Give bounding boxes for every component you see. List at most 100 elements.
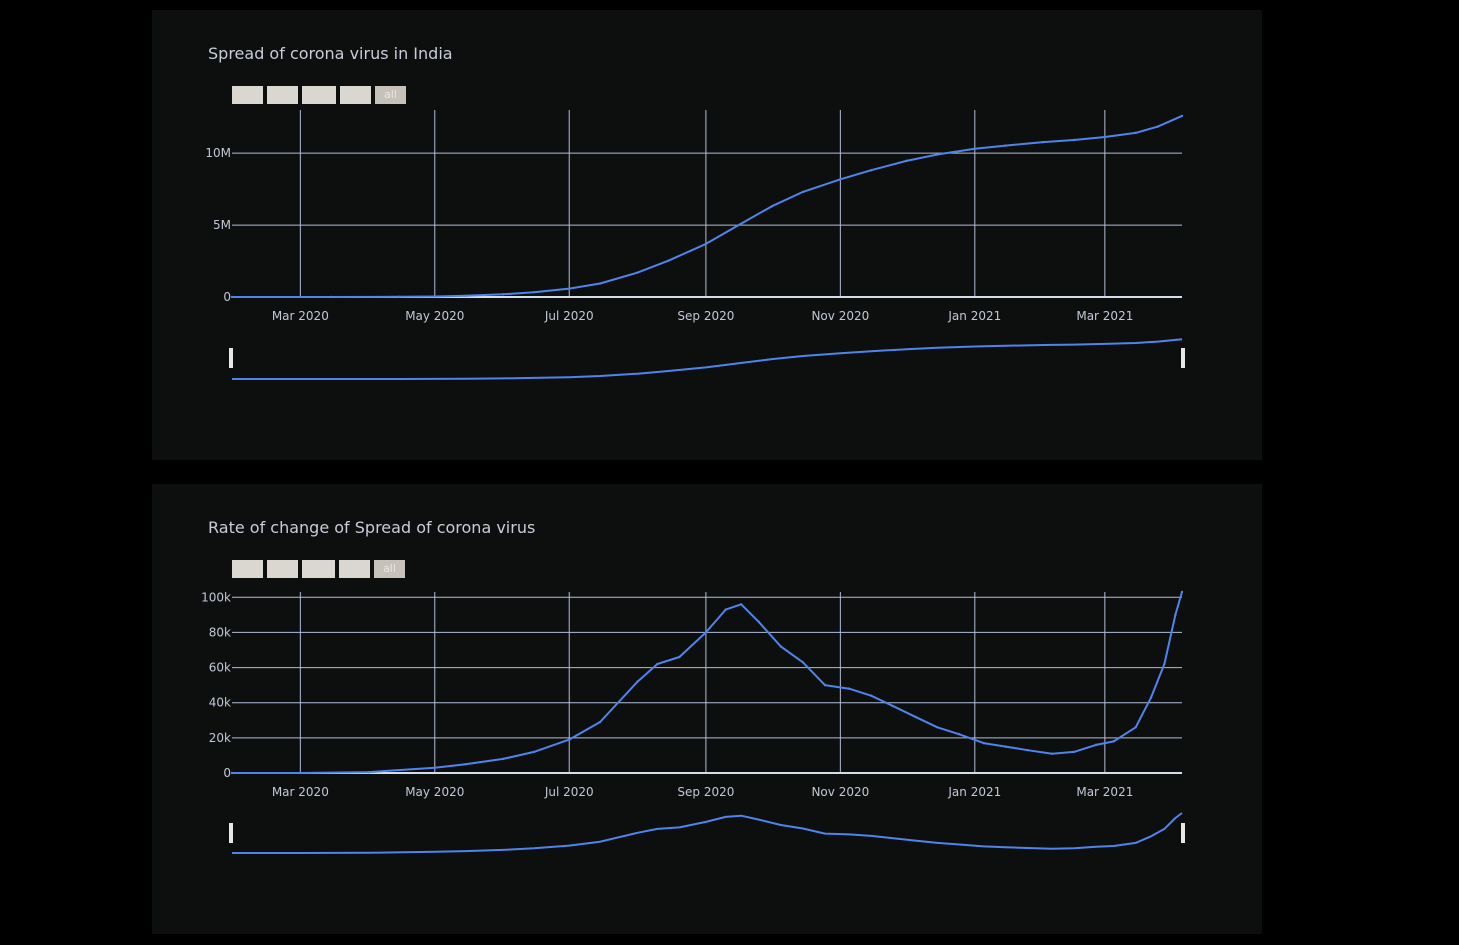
daily-cases-chart: Mar 2020 May 2020 Jul 2020 Sep 2020 Nov 2020… [201, 590, 1185, 854]
rangeslider-series-line [232, 338, 1183, 380]
data-point [501, 293, 505, 296]
rangeslider-left-handle[interactable] [229, 348, 233, 368]
data-point [936, 726, 939, 729]
x-tick-label: Jul 2020 [544, 309, 594, 323]
y-tick-label: 100k [201, 590, 231, 604]
data-point [1050, 752, 1054, 755]
data-point [464, 763, 467, 766]
rangeslider-left-handle[interactable] [229, 823, 233, 843]
cumulative-cases-chart: Mar 2020 May 2020 Jul 2020 Sep 2020 Nov 2020… [205, 110, 1185, 382]
chart-title: Spread of corona virus in India [208, 44, 453, 63]
data-point [739, 603, 743, 606]
y-tick-label: 5M [213, 218, 231, 232]
x-tick-label: Mar 2020 [272, 309, 329, 323]
range-button-4[interactable] [339, 560, 370, 578]
x-tick-label: May 2020 [405, 309, 464, 323]
series-line [232, 591, 1183, 774]
range-selector: all [232, 86, 410, 104]
y-tick-label: 0 [223, 766, 231, 780]
range-button-2[interactable] [267, 560, 298, 578]
data-point [1094, 743, 1098, 747]
data-point [598, 282, 602, 285]
series-line [232, 114, 1183, 298]
data-point [982, 741, 985, 745]
range-button-1[interactable] [232, 86, 263, 104]
data-point [1180, 590, 1184, 594]
data-point [870, 694, 873, 697]
data-point [532, 750, 536, 754]
data-point [1134, 726, 1137, 729]
data-point [230, 295, 234, 299]
y-tick-label: 10M [205, 146, 231, 160]
data-point [636, 271, 639, 274]
data-point [568, 287, 571, 290]
data-point [779, 645, 783, 648]
data-point [1134, 131, 1137, 135]
data-point [1156, 125, 1159, 128]
range-button-all[interactable]: all [374, 560, 405, 578]
data-point [656, 662, 659, 666]
x-tick-label: Jul 2020 [544, 785, 594, 799]
data-point [839, 178, 842, 181]
data-point [501, 757, 505, 761]
data-point [704, 242, 708, 246]
range-button-2[interactable] [267, 86, 298, 104]
data-point [433, 295, 436, 298]
data-point [936, 153, 939, 156]
data-point [1174, 613, 1177, 617]
cumulative-cases-panel: Spread of corona virus in India all Mar … [152, 10, 1262, 460]
data-point [757, 620, 760, 624]
data-point [735, 224, 738, 228]
data-point [770, 204, 774, 208]
data-point [667, 259, 670, 262]
data-point [801, 190, 805, 194]
range-button-4[interactable] [340, 86, 371, 104]
data-point [958, 733, 961, 736]
y-tick-label: 20k [209, 731, 231, 745]
data-point [823, 683, 827, 687]
data-point [299, 771, 302, 775]
data-point [892, 705, 895, 708]
data-point [678, 655, 681, 659]
y-tick-label: 60k [209, 661, 231, 675]
data-point [1072, 138, 1076, 142]
x-tick-label: Sep 2020 [677, 785, 734, 799]
data-point [905, 159, 908, 163]
data-point [1163, 662, 1166, 666]
data-point [568, 738, 571, 741]
data-point [398, 295, 401, 299]
x-tick-label: Jan 2021 [947, 309, 1001, 323]
rangeslider[interactable] [232, 335, 1182, 382]
data-point [636, 680, 639, 683]
data-point [532, 291, 536, 294]
data-point [1004, 745, 1007, 748]
data-point [704, 631, 708, 634]
data-point [598, 720, 602, 724]
x-tick-label: May 2020 [405, 785, 464, 799]
range-button-3[interactable] [302, 560, 335, 578]
rangeslider-right-handle[interactable] [1181, 348, 1185, 368]
range-button-3[interactable] [302, 86, 336, 104]
data-point [973, 147, 977, 150]
x-tick-label: Nov 2020 [811, 309, 869, 323]
range-button-1[interactable] [232, 560, 263, 578]
x-tick-label: Mar 2021 [1076, 785, 1133, 799]
data-point [1103, 135, 1107, 139]
data-point [870, 169, 873, 172]
data-point [847, 687, 851, 690]
rangeslider-right-handle[interactable] [1181, 823, 1185, 843]
x-tick-label: Sep 2020 [677, 309, 734, 323]
range-button-all[interactable]: all [375, 86, 406, 104]
rangeslider-series-line [232, 812, 1183, 854]
data-point [1041, 140, 1045, 144]
data-point [230, 771, 234, 775]
data-point [464, 294, 467, 298]
x-tick-label: Mar 2021 [1076, 309, 1133, 323]
x-tick-label: Jan 2021 [947, 785, 1001, 799]
y-tick-label: 0 [223, 290, 231, 304]
data-point [433, 766, 436, 769]
chart-title: Rate of change of Spread of corona virus [208, 518, 536, 537]
data-point [1072, 750, 1076, 754]
daily-cases-panel: Rate of change of Spread of corona virus… [152, 484, 1262, 934]
data-point [1004, 144, 1007, 147]
